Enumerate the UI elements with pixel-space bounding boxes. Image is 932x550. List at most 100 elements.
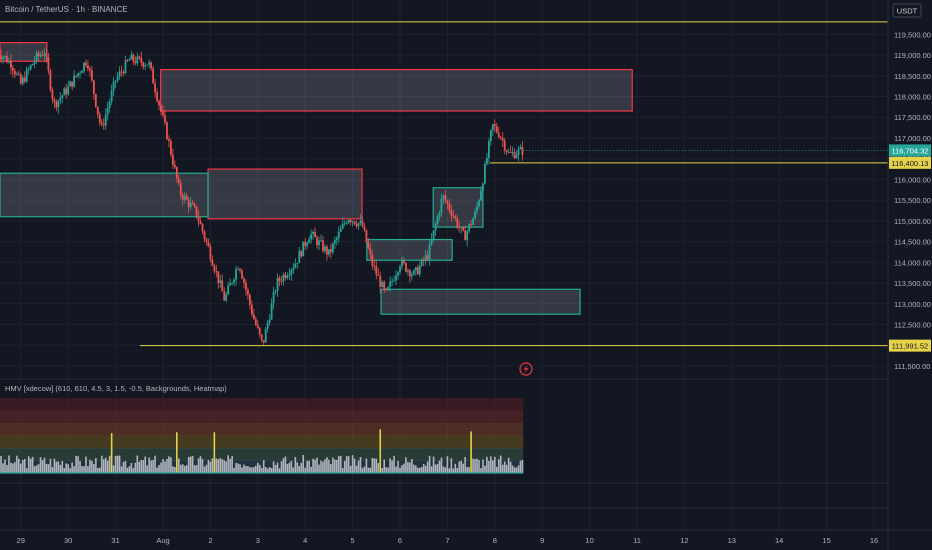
volume-bar xyxy=(272,461,275,473)
volume-bar xyxy=(474,459,476,473)
candle-body xyxy=(120,71,123,73)
candle-body xyxy=(201,224,204,232)
volume-bar xyxy=(430,466,433,473)
volume-bar xyxy=(130,462,133,473)
candle-body xyxy=(87,65,89,69)
volume-bar xyxy=(381,468,384,473)
volume-bar xyxy=(304,467,306,473)
time-tick-label: 6 xyxy=(398,536,402,545)
volume-bar xyxy=(369,467,372,473)
candle-body xyxy=(387,286,390,291)
supply-zone[interactable] xyxy=(207,168,363,220)
volume-bar xyxy=(464,456,466,473)
candle-body xyxy=(35,52,38,61)
volume-bar xyxy=(367,467,370,473)
volume-bar xyxy=(505,464,508,473)
candle-body xyxy=(395,275,397,281)
candle-body xyxy=(414,267,417,271)
candle-body xyxy=(326,246,328,255)
candle-body xyxy=(403,259,405,263)
volume-bar xyxy=(247,466,249,473)
volume-bar xyxy=(168,456,170,473)
volume-bar xyxy=(462,463,464,473)
candle-body xyxy=(164,115,166,123)
candle-body xyxy=(491,124,494,131)
volume-bar xyxy=(258,464,261,473)
candle-body xyxy=(272,291,275,304)
candle-body xyxy=(55,101,58,108)
candle-body xyxy=(345,222,348,224)
volume-bar xyxy=(251,467,253,473)
candle-body xyxy=(256,324,259,328)
demand-zone[interactable] xyxy=(366,238,453,261)
volume-bar xyxy=(519,460,522,473)
demand-zone[interactable] xyxy=(380,288,581,315)
volume-bar xyxy=(389,458,391,473)
candle-body xyxy=(171,154,174,165)
candle-body xyxy=(446,200,449,204)
candle-body xyxy=(412,270,415,275)
lightning-bolt-icon[interactable] xyxy=(519,362,533,376)
candle-body xyxy=(249,294,251,305)
time-tick-label: Aug xyxy=(156,536,169,545)
volume-bar xyxy=(357,460,360,473)
volume-bar xyxy=(418,467,421,473)
demand-zone[interactable] xyxy=(0,172,209,218)
volume-bar xyxy=(253,467,255,473)
volume-bar xyxy=(452,468,455,473)
indicator-label[interactable]: HMV [xdecow] (610, 610, 4.5, 3, 1.5, -0.… xyxy=(5,384,227,393)
candle-body xyxy=(436,216,439,225)
volume-bar xyxy=(73,466,75,473)
candle-body xyxy=(355,224,358,227)
volume-bar xyxy=(426,461,429,473)
volume-bar xyxy=(405,457,407,473)
volume-bar xyxy=(470,431,472,473)
volume-bar xyxy=(308,460,310,473)
volume-bar xyxy=(476,458,478,473)
volume-bar xyxy=(282,458,285,473)
candle-body xyxy=(328,249,330,255)
volume-bar xyxy=(227,455,229,473)
candle-body xyxy=(152,68,155,84)
price-scale-panel[interactable] xyxy=(888,0,932,550)
volume-bar xyxy=(298,466,301,473)
candle-body xyxy=(146,64,149,66)
volume-bar xyxy=(29,458,32,473)
currency-badge[interactable]: USDT xyxy=(892,3,922,18)
candle-body xyxy=(365,229,368,243)
candle-body xyxy=(65,88,68,95)
candle-body xyxy=(454,216,457,218)
time-axis[interactable]: 29 30 31 Aug 2 3 4 5 6 7 8 9 10 11 12 13 14 15 16 xyxy=(17,536,879,545)
candle-body xyxy=(407,270,409,272)
candle-body xyxy=(89,68,91,71)
candle-body xyxy=(296,263,299,264)
volume-heat-band xyxy=(0,398,524,411)
symbol-title[interactable]: Bitcoin / TetherUS · 1h · BINANCE xyxy=(5,5,128,14)
volume-bar xyxy=(353,458,356,473)
volume-bar xyxy=(326,457,328,473)
candle-body xyxy=(466,231,469,241)
candle-body xyxy=(367,242,370,249)
candle-body xyxy=(486,158,488,164)
time-tick-label: 12 xyxy=(680,536,688,545)
candle-body xyxy=(0,55,2,59)
candle-body xyxy=(397,272,399,276)
candle-body xyxy=(428,244,431,260)
volume-bar xyxy=(95,458,97,473)
volume-bar xyxy=(77,456,79,473)
candle-body xyxy=(19,74,22,84)
candle-body xyxy=(247,289,249,295)
time-tick-label: 10 xyxy=(585,536,593,545)
candles-layer xyxy=(0,47,524,346)
candle-body xyxy=(235,269,237,280)
supply-zone[interactable] xyxy=(160,68,633,112)
volume-heat-band xyxy=(0,435,524,449)
volume-bar xyxy=(205,464,208,473)
candle-body xyxy=(268,319,271,323)
candle-body xyxy=(77,73,79,77)
volume-bar xyxy=(458,461,461,473)
volume-bar xyxy=(144,456,147,473)
candle-body xyxy=(302,241,305,257)
volume-bar xyxy=(245,466,247,473)
